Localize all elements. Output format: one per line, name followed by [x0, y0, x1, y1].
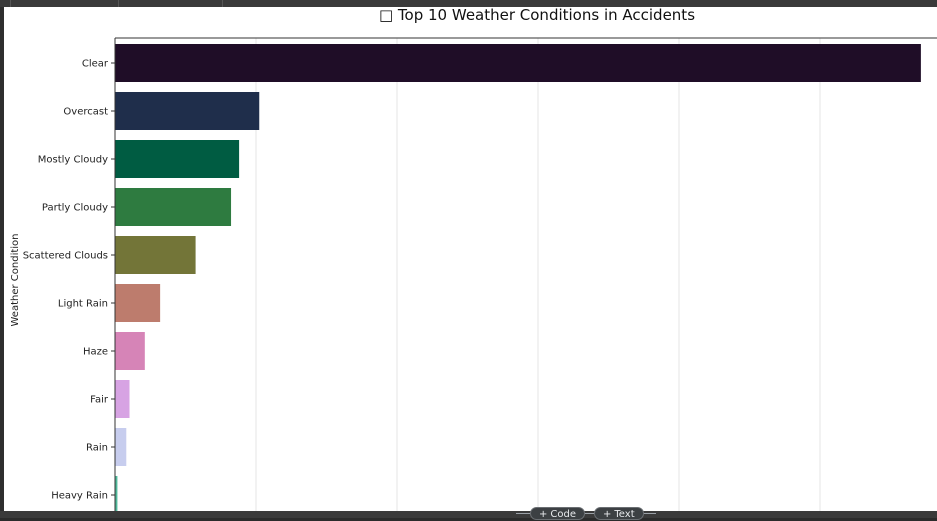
- bar-fair: [115, 380, 130, 418]
- toolbar-divider: [10, 0, 11, 7]
- bars: [115, 44, 921, 514]
- bar-clear: [115, 44, 921, 82]
- chart-output-area: Clear Overcast Mostly Cloudy Partly Cloudy S…: [4, 6, 937, 514]
- y-tick-label: Partly Cloudy: [42, 203, 108, 214]
- axes: Clear Overcast Mostly Cloudy Partly Cloudy S…: [23, 37, 937, 511]
- bottom-toolbar: [0, 511, 937, 518]
- cell-insert-divider: [516, 513, 656, 514]
- bar-chart: Clear Overcast Mostly Cloudy Partly Cloudy S…: [10, 6, 937, 514]
- bar-haze: [115, 332, 145, 370]
- y-axis-label: Weather Condition: [10, 233, 21, 326]
- y-tick-label: Haze: [83, 347, 108, 358]
- chart-title: □ Top 10 Weather Conditions in Accidents: [379, 7, 695, 24]
- bar-overcast: [115, 92, 260, 130]
- add-text-cell-button[interactable]: + Text: [594, 507, 644, 520]
- plus-icon: +: [603, 509, 612, 520]
- bar-heavy-rain: [115, 476, 118, 514]
- y-tick-label: Light Rain: [58, 299, 108, 310]
- y-tick-label: Rain: [86, 443, 108, 454]
- bar-rain: [115, 428, 127, 466]
- plus-icon: +: [539, 509, 548, 520]
- y-tick-label: Overcast: [63, 107, 108, 118]
- y-tick-label: Mostly Cloudy: [38, 155, 108, 166]
- toolbar-divider: [118, 0, 119, 7]
- toolbar-divider: [222, 0, 223, 7]
- add-code-cell-button[interactable]: + Code: [530, 507, 585, 520]
- grid-lines: [255, 38, 821, 511]
- y-tick-label: Clear: [82, 59, 109, 70]
- add-code-label: Code: [550, 509, 576, 520]
- bar-mostly-cloudy: [115, 140, 240, 178]
- top-toolbar: [0, 0, 937, 7]
- bar-scattered-clouds: [115, 236, 196, 274]
- add-text-label: Text: [614, 509, 635, 520]
- y-tick-label: Fair: [90, 395, 109, 406]
- bar-partly-cloudy: [115, 188, 232, 226]
- bar-light-rain: [115, 284, 161, 322]
- y-tick-label: Heavy Rain: [51, 491, 108, 502]
- y-tick-label: Scattered Clouds: [23, 251, 108, 262]
